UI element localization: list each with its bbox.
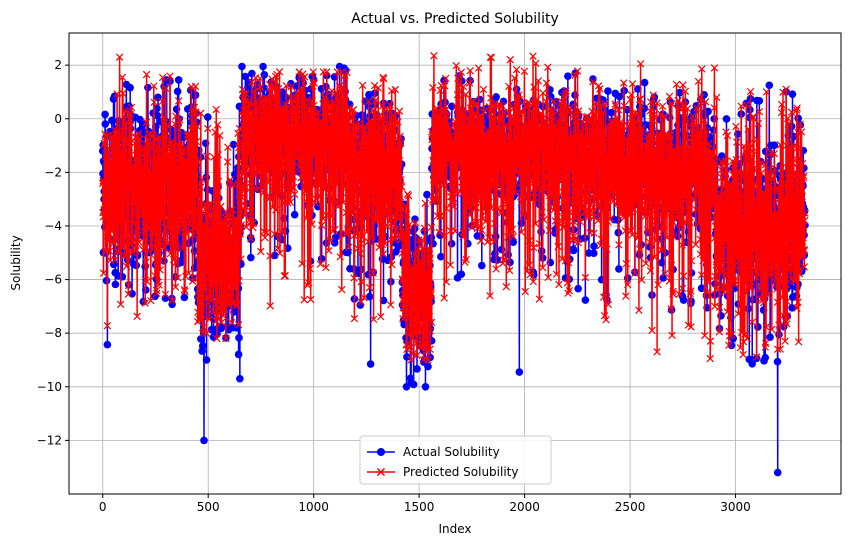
actual-point xyxy=(139,120,147,129)
actual-point xyxy=(590,242,598,251)
actual-point xyxy=(200,436,208,445)
actual-point xyxy=(574,284,582,293)
actual-point xyxy=(569,246,578,255)
actual-point xyxy=(236,374,244,383)
actual-point xyxy=(304,94,312,102)
actual-point xyxy=(640,78,649,87)
actual-point xyxy=(421,382,430,391)
actual-point xyxy=(773,468,782,477)
actual-point xyxy=(409,380,418,389)
actual-point xyxy=(111,280,120,289)
actual-point xyxy=(581,296,590,304)
actual-point xyxy=(207,325,216,334)
actual-point xyxy=(492,93,500,101)
actual-point xyxy=(330,73,339,81)
actual-point xyxy=(794,114,802,123)
actual-point xyxy=(233,324,241,332)
actual-point xyxy=(180,293,189,302)
actual-point xyxy=(475,95,484,104)
actual-point xyxy=(102,276,111,285)
actual-point xyxy=(424,362,432,371)
actual-point xyxy=(145,128,154,137)
actual-point xyxy=(775,330,783,339)
actual-point xyxy=(766,333,774,341)
actual-point xyxy=(537,227,545,236)
actual-point xyxy=(161,294,170,303)
actual-point xyxy=(755,96,764,105)
actual-point xyxy=(101,120,110,128)
actual-point xyxy=(290,210,299,219)
actual-point xyxy=(153,111,162,120)
actual-point xyxy=(108,116,116,125)
actual-point xyxy=(344,248,352,257)
actual-point xyxy=(168,300,176,309)
actual-point xyxy=(604,87,612,95)
actual-point xyxy=(317,254,326,263)
actual-point xyxy=(564,72,572,80)
actual-point xyxy=(413,365,421,373)
actual-point xyxy=(132,261,141,270)
actual-point xyxy=(754,323,762,331)
actual-point xyxy=(235,334,243,342)
actual-point xyxy=(229,140,238,149)
actual-point xyxy=(101,110,109,119)
actual-point xyxy=(589,249,598,257)
actual-point xyxy=(234,350,243,359)
actual-point xyxy=(197,335,205,343)
actual-point xyxy=(103,340,112,349)
actual-point xyxy=(357,111,366,119)
actual-point xyxy=(773,357,782,366)
actual-point xyxy=(614,216,622,224)
actual-point xyxy=(126,83,134,92)
actual-point xyxy=(403,353,411,361)
actual-point xyxy=(144,83,152,92)
actual-point xyxy=(477,261,486,270)
actual-point xyxy=(788,90,797,98)
actual-point xyxy=(174,76,183,84)
actual-point xyxy=(515,368,524,376)
actual-point xyxy=(366,360,375,368)
actual-point xyxy=(447,239,456,248)
actual-point xyxy=(202,356,211,364)
actual-point xyxy=(118,272,127,281)
actual-point xyxy=(615,265,623,273)
actual-point xyxy=(259,62,267,71)
actual-point xyxy=(761,353,770,362)
actual-point xyxy=(238,62,246,71)
actual-point xyxy=(722,115,731,123)
actual-point xyxy=(765,81,774,90)
actual-point xyxy=(679,296,688,304)
actual-point xyxy=(203,113,212,121)
actual-point xyxy=(247,253,255,262)
actual-point xyxy=(173,87,182,96)
chart-title: Actual vs. Predicted Solubility xyxy=(351,11,559,27)
actual-point xyxy=(744,304,753,313)
actual-point xyxy=(217,324,225,333)
actual-point xyxy=(241,72,250,81)
actual-point xyxy=(198,342,207,350)
actual-point xyxy=(457,270,466,279)
actual-point xyxy=(717,311,725,320)
actual-point xyxy=(153,104,161,113)
